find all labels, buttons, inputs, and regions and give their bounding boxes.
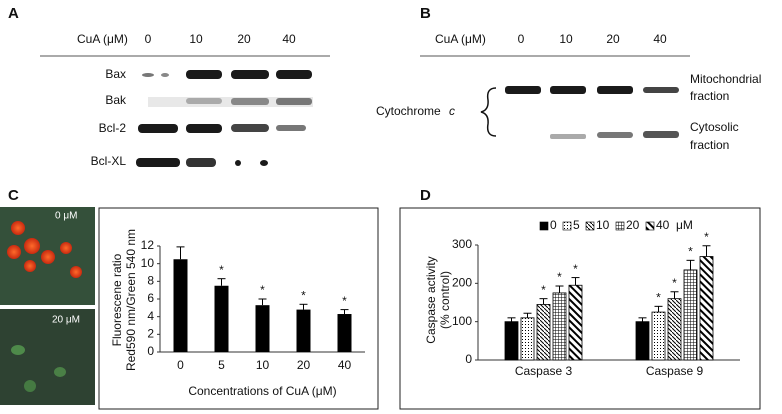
bar	[635, 321, 650, 361]
bar	[214, 285, 229, 352]
bar	[552, 292, 567, 361]
significance: *	[342, 294, 347, 308]
dose-label: 20	[606, 32, 620, 46]
y-tick-label: 2	[147, 327, 154, 341]
bar	[568, 284, 583, 361]
bar	[536, 304, 551, 361]
bar	[337, 314, 352, 352]
y-tick-label: 300	[452, 237, 472, 251]
y-tick-label: 200	[452, 276, 472, 290]
y-tick-label: 10	[141, 256, 155, 270]
micrograph	[0, 207, 95, 405]
significance: *	[557, 270, 562, 284]
y-tick-label: 12	[141, 238, 155, 252]
legend-swatch	[562, 221, 572, 231]
legend-unit: μM	[676, 218, 693, 232]
legend-label: 0	[550, 218, 557, 232]
significance: *	[704, 230, 709, 244]
legend-swatch	[585, 221, 595, 231]
x-tick-label: 0	[177, 358, 184, 372]
image-label: 20 μM	[52, 315, 80, 326]
significance: *	[688, 245, 693, 259]
y-tick-label: 0	[147, 344, 154, 358]
legend-swatch	[615, 221, 625, 231]
significance: *	[301, 288, 306, 302]
legend-swatch	[645, 221, 655, 231]
legend-label: 40	[656, 218, 670, 232]
legend-swatch	[539, 221, 549, 231]
panel-label: D	[420, 187, 431, 204]
y-tick-label: 6	[147, 291, 154, 305]
x-tick-label: Caspase 3	[515, 364, 573, 378]
protein-label: c	[449, 104, 455, 118]
bar	[173, 259, 188, 352]
panel-label: A	[8, 5, 19, 22]
protein-label: Bak	[105, 93, 127, 107]
bar	[667, 298, 682, 361]
chart-frame	[399, 207, 761, 410]
significance: *	[541, 283, 546, 297]
bar	[520, 317, 535, 361]
western-blot	[505, 86, 679, 139]
protein-label: Bcl-2	[99, 121, 127, 135]
y-tick-label: 8	[147, 274, 154, 288]
dose-label: 0	[518, 32, 525, 46]
significance: *	[260, 283, 265, 297]
dose-label: 40	[653, 32, 667, 46]
legend-label: 10	[596, 218, 610, 232]
treatment-label: CuA (μM)	[77, 32, 128, 46]
legend-label: 20	[626, 218, 640, 232]
bar	[255, 305, 270, 352]
y-axis-label: (% control)	[438, 271, 452, 329]
y-tick-label: 100	[452, 314, 472, 328]
significance: *	[573, 262, 578, 276]
bar	[699, 256, 714, 361]
dose-label: 10	[189, 32, 203, 46]
y-axis-label: Red590 nm/Green 540 nm	[124, 229, 138, 371]
x-tick-label: 20	[297, 358, 311, 372]
significance: *	[672, 276, 677, 290]
dose-label: 40	[282, 32, 296, 46]
dose-label: 10	[559, 32, 573, 46]
panel-label: B	[420, 5, 431, 22]
bar	[651, 311, 666, 361]
panel-label: C	[8, 187, 19, 204]
brace	[480, 87, 497, 137]
x-axis-label: Concentrations of CuA (μM)	[188, 384, 336, 398]
fraction-label: Cytosolic	[690, 120, 739, 134]
y-tick-label: 0	[465, 352, 472, 366]
dose-label: 20	[237, 32, 251, 46]
image-label: 0 μM	[55, 211, 77, 222]
protein-label: Bax	[105, 67, 126, 81]
x-tick-label: 5	[218, 358, 225, 372]
x-tick-label: Caspase 9	[646, 364, 704, 378]
legend-label: 5	[573, 218, 580, 232]
bar	[296, 309, 311, 352]
x-tick-label: 10	[256, 358, 270, 372]
protein-label: Bcl-XL	[91, 154, 127, 168]
significance: *	[656, 291, 661, 305]
bar	[504, 321, 519, 361]
y-axis-label: Fluorescene ratio	[110, 253, 124, 346]
fraction-label: fraction	[690, 138, 729, 152]
y-axis-label: Caspase activity	[424, 256, 438, 343]
chart-frame	[98, 207, 379, 410]
x-tick-label: 40	[338, 358, 352, 372]
western-blot	[136, 70, 313, 167]
y-tick-label: 4	[147, 309, 154, 323]
bar	[683, 269, 698, 361]
dose-label: 0	[145, 32, 152, 46]
significance: *	[219, 263, 224, 277]
protein-label: Cytochrome	[376, 104, 441, 118]
fraction-label: Mitochondrial	[690, 72, 761, 86]
fraction-label: fraction	[690, 89, 729, 103]
treatment-label: CuA (μM)	[435, 32, 486, 46]
